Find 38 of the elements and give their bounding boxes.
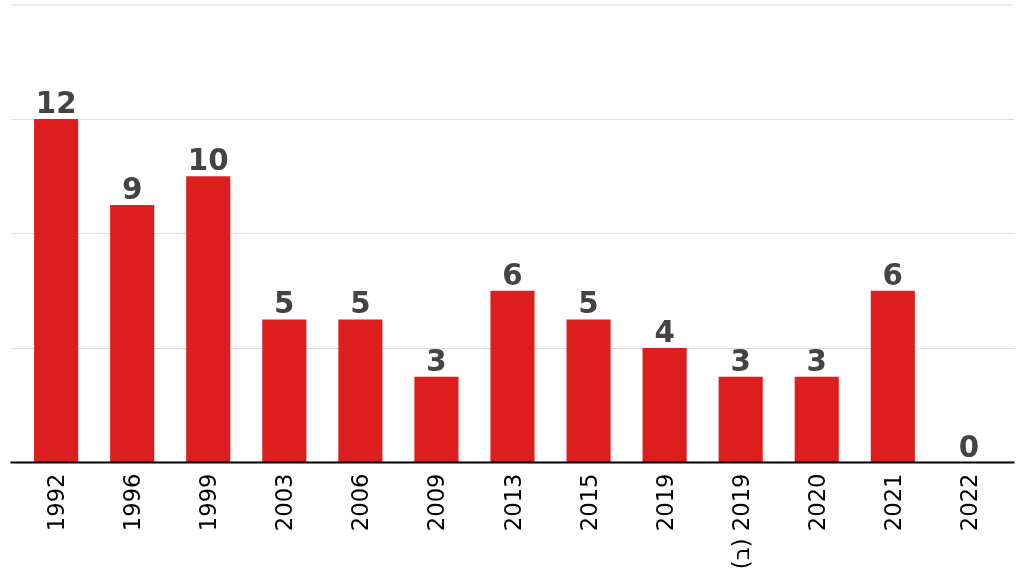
data-label: 10 [187, 143, 229, 178]
data-label: 5 [274, 286, 295, 321]
bar [490, 290, 535, 463]
x-tick-label: 2003 [271, 473, 298, 532]
data-label: 3 [426, 343, 447, 378]
bar [718, 376, 763, 463]
x-tick-label: 2006 [347, 473, 374, 532]
bar [414, 376, 459, 463]
data-label: 12 [35, 86, 77, 120]
data-label: 6 [502, 257, 523, 292]
x-tick-label: 2020 [803, 473, 830, 532]
bar [262, 319, 307, 463]
data-label: 3 [730, 343, 751, 378]
bar [794, 376, 839, 463]
bar [34, 119, 79, 463]
x-tick-label: 2022 [955, 473, 982, 532]
x-tick-label: 2021 [879, 473, 906, 532]
data-label: 9 [121, 171, 143, 206]
data-label: 5 [350, 286, 371, 321]
bar [566, 319, 611, 463]
bar [642, 348, 687, 463]
bar [870, 290, 915, 463]
data-label: 6 [882, 257, 904, 292]
x-tick-label: 1996 [119, 473, 146, 532]
bar [110, 204, 155, 463]
bar [338, 319, 383, 463]
x-tick-label: 1999 [195, 473, 222, 532]
x-tick-label: 2015 [575, 473, 602, 532]
data-label: 5 [578, 286, 599, 321]
x-tick-label: (ב) 2019 [727, 473, 754, 570]
x-tick-label: 2009 [423, 473, 450, 532]
x-tick-label: 1992 [43, 473, 70, 532]
data-label: 0 [958, 429, 980, 464]
x-tick-label: 2019 [651, 473, 678, 532]
x-tick-label: 2013 [499, 473, 526, 532]
data-label: 3 [806, 343, 827, 378]
bar [186, 176, 231, 463]
data-label: 4 [654, 315, 675, 349]
